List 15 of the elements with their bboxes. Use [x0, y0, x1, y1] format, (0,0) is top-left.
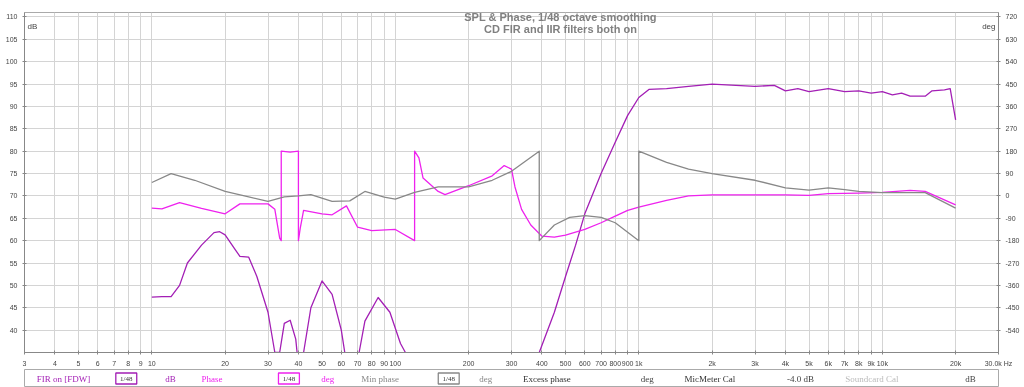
text: deg — [640, 373, 655, 384]
text: Excess phase — [522, 373, 571, 384]
text: MicMeter Cal — [684, 373, 736, 384]
y-axis-title: dB — [27, 21, 38, 31]
text: deg — [321, 373, 335, 384]
text: -4.0 dB — [786, 373, 814, 384]
y2-axis-title: deg — [982, 21, 996, 31]
text: dB — [965, 373, 976, 384]
chart-title: SPL & Phase, 1/48 octave smoothing — [464, 10, 657, 23]
text: dB — [165, 373, 176, 384]
text: Min phase — [361, 373, 399, 384]
text: deg — [479, 373, 493, 384]
text: CD FIR and IIR filters both on — [484, 22, 638, 35]
text: Phase — [201, 373, 223, 384]
text: FIR on [FDW] — [36, 373, 91, 384]
